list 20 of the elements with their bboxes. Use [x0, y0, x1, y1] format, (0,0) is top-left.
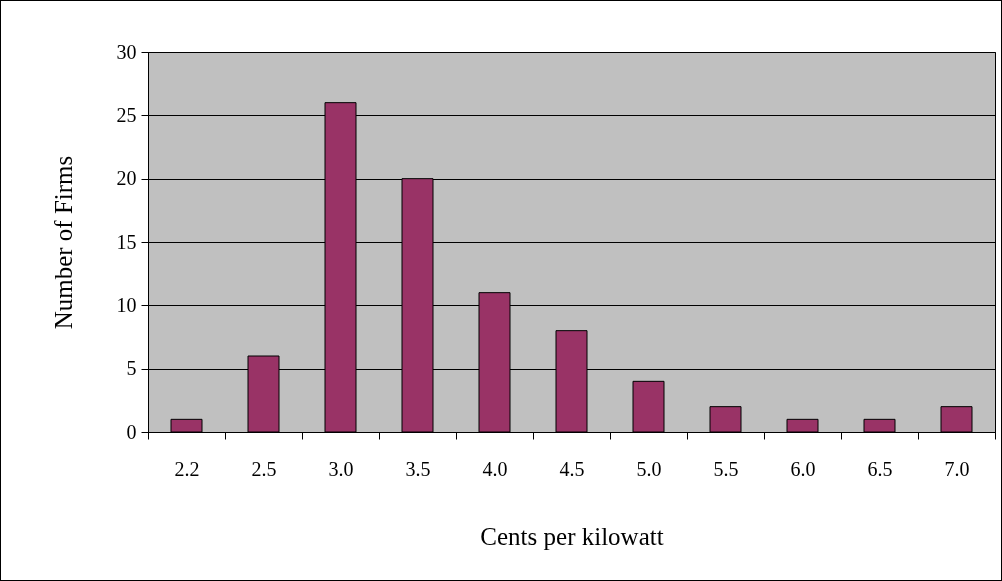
x-tick-label: 2.5: [251, 457, 277, 480]
x-tick-label: 4.0: [482, 457, 508, 480]
x-tick-label: 3.0: [328, 457, 354, 480]
x-axis-title: Cents per kilowatt: [480, 522, 664, 550]
x-tick-label: 3.5: [405, 457, 431, 480]
y-axis-title: Number of Firms: [49, 155, 77, 330]
y-tick-label: 15: [116, 230, 137, 253]
y-tick-label: 5: [126, 357, 137, 380]
x-tick-label: 6.0: [790, 457, 816, 480]
x-tick-label: 5.5: [713, 457, 739, 480]
x-tick-label: 4.5: [559, 457, 585, 480]
x-tick-label: 7.0: [944, 457, 970, 480]
x-tick-label: 5.0: [636, 457, 662, 480]
y-tick-label: 30: [116, 40, 137, 63]
y-tick-label: 25: [116, 103, 137, 126]
x-tick-label: 2.2: [174, 457, 200, 480]
x-tick-label: 6.5: [867, 457, 893, 480]
y-tick-label: 10: [116, 293, 137, 316]
y-tick-label: 20: [116, 167, 137, 190]
y-tick-label: 0: [126, 420, 137, 443]
